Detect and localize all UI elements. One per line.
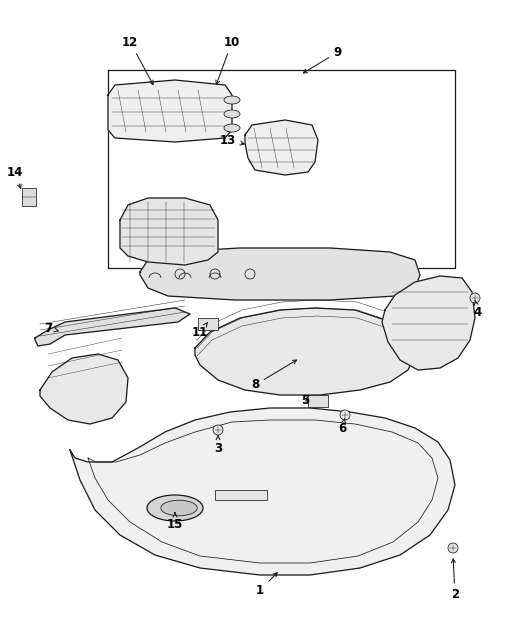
Text: 3: 3 bbox=[214, 436, 222, 454]
Circle shape bbox=[470, 293, 480, 303]
Text: 13: 13 bbox=[220, 133, 244, 146]
Polygon shape bbox=[382, 276, 475, 370]
Text: 5: 5 bbox=[301, 394, 309, 406]
Bar bbox=[308, 395, 328, 407]
Text: 10: 10 bbox=[216, 36, 240, 85]
Text: 2: 2 bbox=[451, 559, 459, 602]
Text: 11: 11 bbox=[192, 322, 208, 339]
Polygon shape bbox=[35, 308, 190, 346]
Circle shape bbox=[340, 410, 350, 420]
Circle shape bbox=[448, 543, 458, 553]
Circle shape bbox=[213, 425, 223, 435]
Polygon shape bbox=[70, 408, 455, 575]
Polygon shape bbox=[195, 308, 415, 395]
Text: 15: 15 bbox=[167, 513, 183, 531]
Text: 6: 6 bbox=[338, 419, 346, 434]
Text: 1: 1 bbox=[256, 573, 277, 597]
Ellipse shape bbox=[224, 124, 240, 132]
Polygon shape bbox=[108, 80, 232, 142]
Ellipse shape bbox=[224, 110, 240, 118]
Ellipse shape bbox=[147, 495, 203, 521]
Text: 9: 9 bbox=[303, 46, 342, 73]
Polygon shape bbox=[120, 198, 218, 265]
Bar bbox=[198, 318, 218, 330]
Text: 7: 7 bbox=[44, 322, 58, 334]
Bar bbox=[215, 490, 267, 500]
Ellipse shape bbox=[161, 500, 197, 516]
Ellipse shape bbox=[224, 96, 240, 104]
Bar bbox=[22, 188, 36, 206]
Text: 12: 12 bbox=[122, 36, 153, 85]
Text: 14: 14 bbox=[7, 165, 23, 188]
Text: 4: 4 bbox=[474, 300, 482, 319]
Polygon shape bbox=[40, 354, 128, 424]
Polygon shape bbox=[140, 248, 420, 300]
Text: 8: 8 bbox=[251, 360, 296, 391]
Polygon shape bbox=[245, 120, 318, 175]
